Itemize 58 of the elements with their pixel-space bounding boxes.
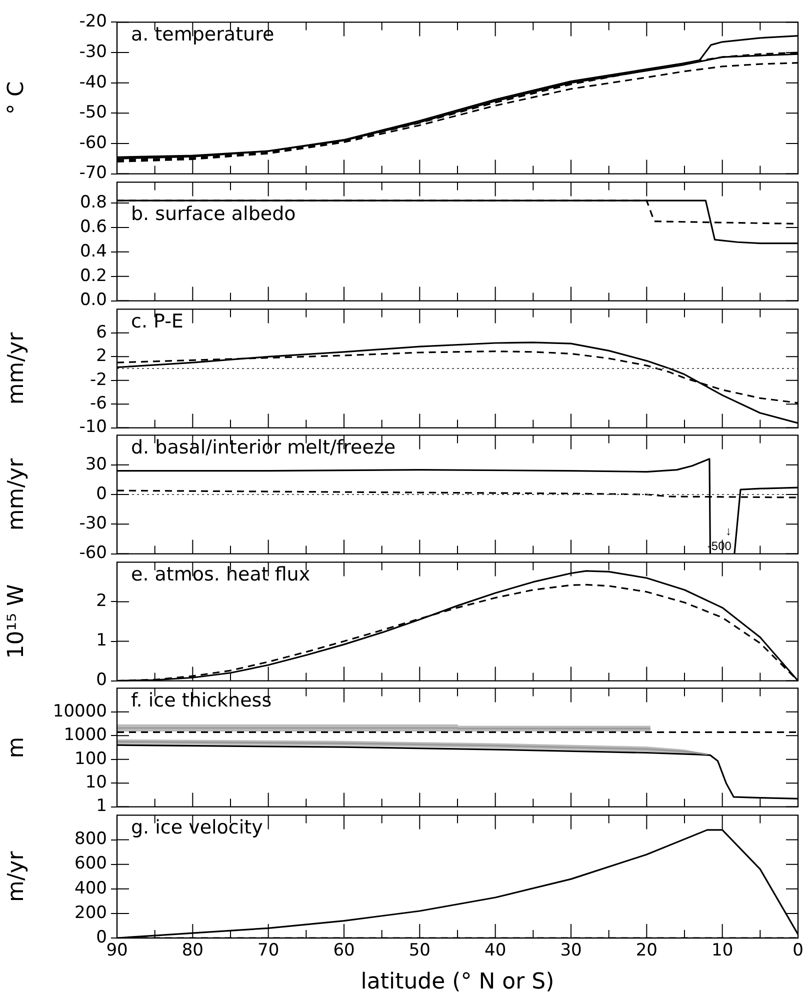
chart-title: e. atmos. heat flux (131, 563, 310, 586)
y-tick-label: 2 (96, 590, 107, 611)
x-tick-label: 10 (712, 940, 734, 960)
y-tick-label: -40 (79, 72, 107, 92)
x-tick-label: 50 (408, 940, 430, 960)
y-axis-title: 10¹⁵ W (4, 584, 29, 658)
x-axis-title: latitude (° N or S) (360, 969, 554, 994)
y-tick-label: -50 (79, 102, 107, 123)
y-tick-label: 10000 (52, 701, 107, 722)
y-tick-label: 6 (96, 322, 107, 342)
y-tick-label: -30 (79, 514, 107, 534)
y-tick-label: 400 (74, 878, 107, 898)
x-tick-label: 20 (636, 940, 658, 960)
y-tick-label: 0.2 (80, 266, 107, 286)
y-tick-label: 0.6 (80, 216, 107, 237)
x-tick-label: 0 (792, 940, 804, 960)
y-tick-label: 1 (96, 630, 107, 650)
y-tick-label: 0.8 (80, 192, 107, 212)
x-tick-label: 80 (182, 940, 204, 960)
y-tick-label: 100 (74, 748, 107, 769)
y-tick-label: -70 (79, 163, 107, 184)
x-tick-label: 40 (484, 940, 506, 960)
x-tick-label: 30 (560, 940, 582, 960)
y-axis-title: m/yr (4, 850, 29, 902)
x-tick-label: 90 (106, 940, 128, 960)
chart-title: g. ice velocity (131, 816, 263, 838)
chart-title: d. basal/interior melt/freeze (131, 436, 396, 459)
y-tick-label: 1 (96, 796, 107, 816)
chart-title: a. temperature (131, 24, 274, 46)
y-tick-label: -30 (79, 42, 107, 62)
y-tick-label: 0 (96, 926, 107, 947)
chart-title: c. P-E (131, 310, 184, 332)
y-axis-title: mm/yr (4, 330, 29, 404)
y-tick-label: 0 (96, 484, 107, 504)
y-tick-label: 0.0 (80, 290, 107, 310)
y-tick-label: 600 (74, 853, 107, 874)
y-tick-label: 0 (96, 670, 107, 690)
y-tick-label: 10 (85, 772, 107, 792)
y-tick-label: -60 (79, 132, 107, 153)
y-tick-label: -10 (79, 416, 107, 437)
y-tick-label: -60 (79, 543, 107, 564)
y-tick-label: -2 (90, 369, 107, 390)
y-tick-label: 800 (74, 828, 107, 849)
x-tick-label: 70 (258, 940, 280, 960)
y-tick-label: -20 (79, 12, 107, 32)
y-tick-label: -6 (90, 393, 107, 413)
x-tick-label: 60 (333, 940, 355, 960)
text: b. surface albedo (131, 202, 296, 225)
annotation: ↓ (725, 524, 732, 538)
y-tick-label: 1000 (64, 725, 107, 746)
y-axis-title: mm/yr (4, 457, 29, 531)
y-tick-label: 2 (96, 346, 107, 366)
y-axis-title: m (4, 736, 29, 758)
y-axis-title: ° C (4, 81, 29, 115)
chart-title: f. ice thickness (131, 690, 272, 712)
y-tick-label: 30 (85, 454, 107, 474)
y-tick-label: 200 (74, 902, 107, 922)
y-tick-label: 0.4 (80, 241, 107, 262)
